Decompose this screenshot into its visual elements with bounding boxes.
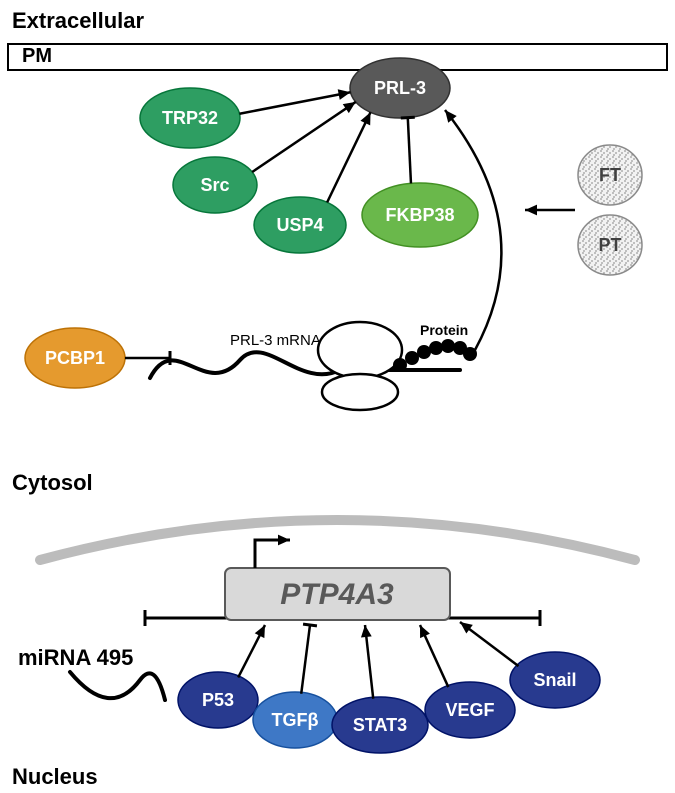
svg-text:PRL-3 mRNA: PRL-3 mRNA xyxy=(230,332,321,349)
svg-text:Nucleus: Nucleus xyxy=(12,764,98,789)
arrow xyxy=(301,625,310,694)
nascent-protein-bead xyxy=(429,341,443,355)
svg-text:Extracellular: Extracellular xyxy=(12,8,145,33)
ribosome-small xyxy=(322,374,398,410)
arrow-src-prl3 xyxy=(252,102,356,172)
svg-text:TRP32: TRP32 xyxy=(162,108,218,128)
svg-text:VEGF: VEGF xyxy=(445,700,494,720)
nascent-protein-bead xyxy=(417,345,431,359)
svg-text:USP4: USP4 xyxy=(276,215,323,235)
nascent-protein-bead xyxy=(393,358,407,372)
svg-text:Cytosol: Cytosol xyxy=(12,470,93,495)
arrow-fkbp38-prl3 xyxy=(408,118,411,184)
svg-text:P53: P53 xyxy=(202,690,234,710)
svg-text:PM: PM xyxy=(22,45,52,67)
svg-text:Src: Src xyxy=(200,175,229,195)
svg-text:STAT3: STAT3 xyxy=(353,715,407,735)
svg-text:TGFβ: TGFβ xyxy=(272,710,319,730)
svg-text:PCBP1: PCBP1 xyxy=(45,348,105,368)
svg-text:FKBP38: FKBP38 xyxy=(385,205,454,225)
svg-text:PTP4A3: PTP4A3 xyxy=(280,578,394,611)
arrow-usp4-prl3 xyxy=(327,112,370,202)
arrow-trp32-prl3 xyxy=(239,92,350,114)
svg-text:FT: FT xyxy=(599,165,621,185)
nascent-protein-bead xyxy=(441,339,455,353)
ribosome-large xyxy=(318,322,402,378)
svg-text:PRL-3: PRL-3 xyxy=(374,78,426,98)
mirna-495 xyxy=(70,672,165,700)
svg-text:PT: PT xyxy=(598,235,621,255)
plasma-membrane xyxy=(8,44,667,70)
svg-text:Protein: Protein xyxy=(420,322,468,338)
svg-text:Snail: Snail xyxy=(533,670,576,690)
nuclear-envelope xyxy=(40,520,635,560)
svg-text:miRNA 495: miRNA 495 xyxy=(18,645,133,670)
nascent-protein-bead xyxy=(405,351,419,365)
